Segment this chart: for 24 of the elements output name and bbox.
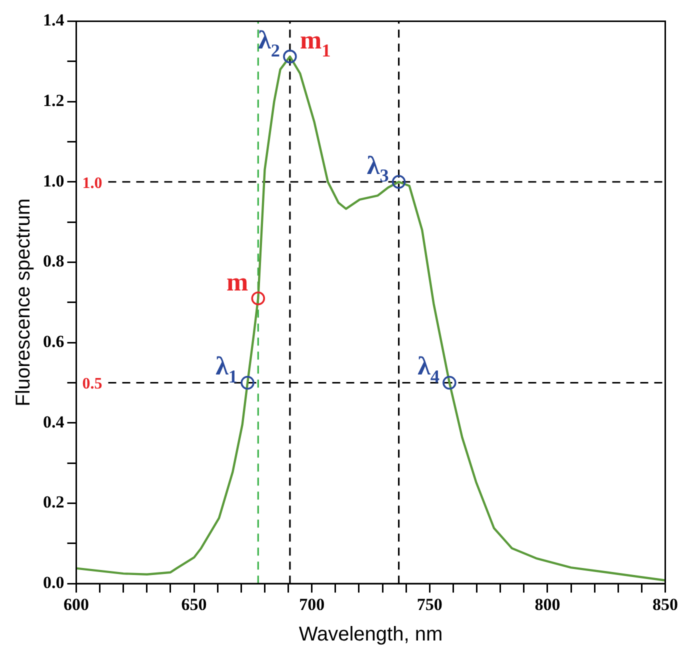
point — [240, 376, 254, 390]
x-tick-label: 650 — [181, 595, 207, 614]
y-tick-label: 1.2 — [43, 90, 64, 110]
annotation: m — [226, 267, 248, 296]
y-tick-label: 0.8 — [43, 252, 64, 271]
y-tick-label: 0.4 — [43, 412, 65, 432]
point — [283, 50, 297, 64]
y-tick-label: 0.0 — [43, 572, 64, 592]
y-tick-label: 0.2 — [43, 492, 64, 512]
x-tick-label: 700 — [299, 595, 325, 614]
y-tick-label: 1.4 — [43, 10, 65, 30]
x-tick-label: 850 — [652, 595, 678, 614]
y-axis-title: Fluorescence spectrum — [12, 198, 35, 406]
x-tick-label: 600 — [64, 595, 89, 614]
point — [442, 376, 456, 390]
y-tick-label: 1.0 — [43, 171, 64, 190]
point — [392, 174, 406, 189]
ref-line-label: 1.0 — [82, 174, 102, 192]
y-tick-label: 0.6 — [43, 332, 64, 351]
ref-line-label: 0.5 — [82, 376, 102, 393]
x-tick-label: 750 — [416, 595, 442, 614]
point — [251, 291, 266, 306]
x-axis-title: Wavelength, nm — [298, 624, 443, 646]
x-tick-label: 800 — [534, 595, 560, 614]
